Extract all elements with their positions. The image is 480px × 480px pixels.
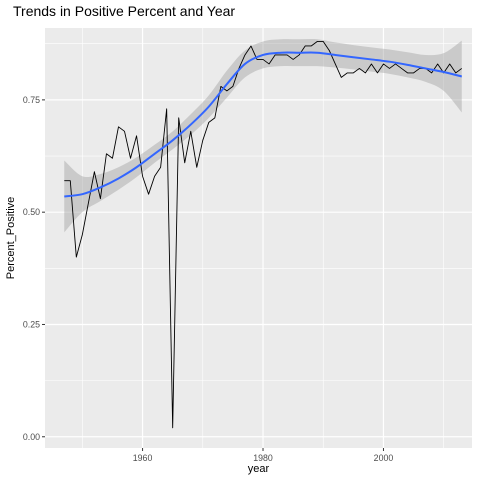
y-tick-label: 0.00 <box>23 432 40 442</box>
plot-panel <box>45 28 472 448</box>
observed-series-line <box>64 41 463 429</box>
y-tick-label: 0.25 <box>23 319 40 329</box>
y-axis-title: Percent_Positive <box>5 197 17 280</box>
y-axis-ticks: 0.00 0.25 0.50 0.75 <box>23 95 45 442</box>
x-axis-ticks: 1960 1980 2000 <box>133 448 394 463</box>
x-tick-label: 2000 <box>374 453 394 463</box>
smooth-trend-line <box>64 51 463 198</box>
confidence-ribbon <box>64 38 462 233</box>
major-gridlines <box>45 28 472 448</box>
x-axis-title: year <box>248 463 270 475</box>
y-tick-label: 0.75 <box>23 95 40 105</box>
minor-gridlines <box>45 28 472 448</box>
chart-title: Trends in Positive Percent and Year <box>13 3 235 19</box>
y-tick-label: 0.50 <box>23 207 40 217</box>
x-tick-label: 1960 <box>133 453 153 463</box>
x-tick-label: 1980 <box>253 453 273 463</box>
